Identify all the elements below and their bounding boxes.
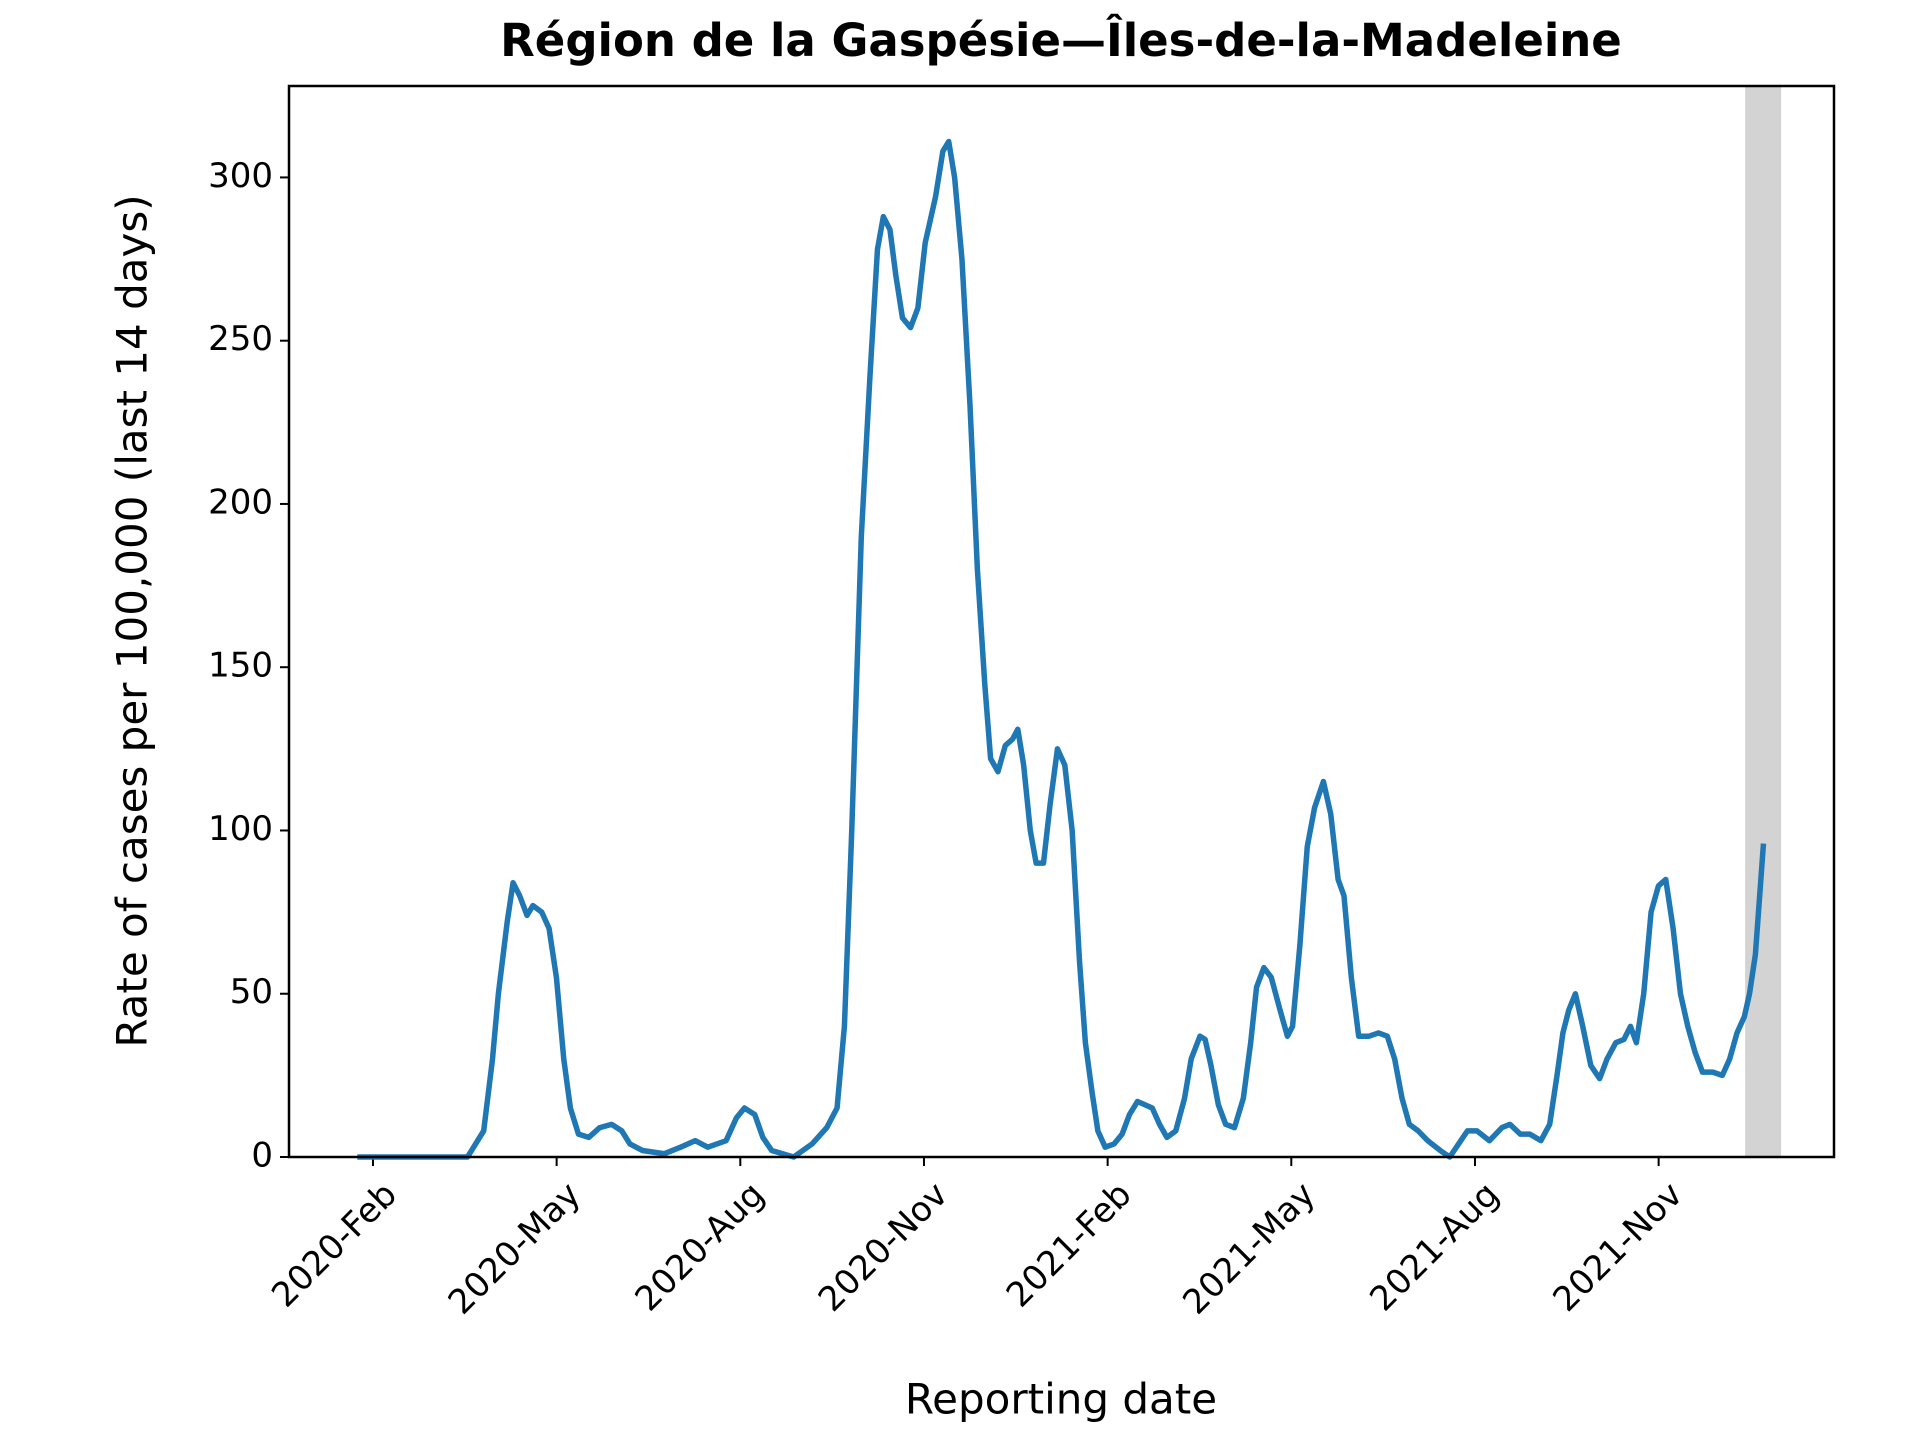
plot-frame <box>287 84 1836 1159</box>
x-tick-label: 2021-Feb <box>999 1175 1140 1316</box>
x-tick-label: 2021-May <box>1175 1175 1323 1323</box>
y-tick-label: 100 <box>208 809 273 849</box>
x-axis-label: Reporting date <box>905 1375 1217 1424</box>
y-tick-label: 0 <box>251 1136 273 1176</box>
x-tick-label: 2020-May <box>441 1175 589 1323</box>
chart-title: Région de la Gaspésie—Îles-de-la-Madelei… <box>500 14 1622 67</box>
x-tick-label: 2021-Aug <box>1362 1175 1507 1320</box>
x-tick-label: 2020-Nov <box>811 1175 956 1320</box>
data-line <box>357 138 1767 1160</box>
x-tick-label: 2020-Feb <box>264 1175 405 1316</box>
y-tick-label: 250 <box>208 319 273 359</box>
y-tick-label: 300 <box>208 156 273 196</box>
y-tick-label: 50 <box>230 972 273 1012</box>
y-axis-label: Rate of cases per 100,000 (last 14 days) <box>108 194 157 1047</box>
y-tick-label: 150 <box>208 646 273 686</box>
x-tick-label: 2021-Nov <box>1545 1175 1690 1320</box>
y-tick-label: 200 <box>208 482 273 522</box>
x-tick-label: 2020-Aug <box>628 1175 773 1320</box>
